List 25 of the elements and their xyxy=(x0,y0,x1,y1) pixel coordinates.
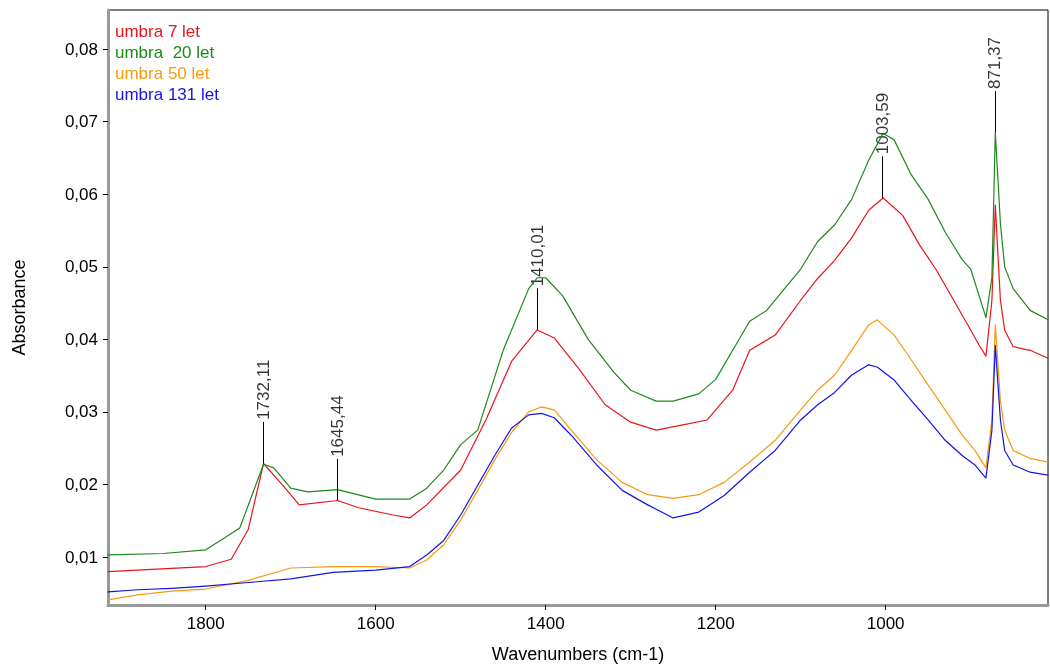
text: umbra 7 let xyxy=(115,22,201,41)
annotation: 1732,11 xyxy=(253,359,273,420)
x-tick-label: 1200 xyxy=(696,614,735,633)
y-axis-title: Absorbance xyxy=(9,259,29,356)
annotation: 1410,01 xyxy=(527,224,547,287)
text: umbra 50 let xyxy=(115,64,210,83)
annotation: 871,37 xyxy=(985,36,1005,89)
line-series xyxy=(107,197,1049,573)
x-tick-label: 1600 xyxy=(356,614,395,633)
x-tick-label: 1000 xyxy=(866,614,905,633)
y-tick-label: 0,01 xyxy=(64,547,98,567)
y-tick-label: 0,05 xyxy=(64,257,98,277)
x-tick-label: 1800 xyxy=(186,614,225,633)
text: umbra 131 let xyxy=(115,85,220,104)
y-tick-label: 0,02 xyxy=(64,475,98,495)
x-axis-title: Wavenumbers (cm-1) xyxy=(491,644,665,664)
text: umbra 20 let xyxy=(115,43,215,62)
y-tick-label: 0,06 xyxy=(64,184,98,204)
y-tick-label: 0,04 xyxy=(64,329,98,349)
y-tick-label: 0,03 xyxy=(64,402,98,422)
x-tick-label: 1400 xyxy=(526,614,565,633)
y-tick-label: 0,08 xyxy=(64,39,98,59)
annotation: 1003,59 xyxy=(873,92,893,155)
y-tick-label: 0,07 xyxy=(64,112,98,132)
annotation: 1645,44 xyxy=(327,395,347,457)
